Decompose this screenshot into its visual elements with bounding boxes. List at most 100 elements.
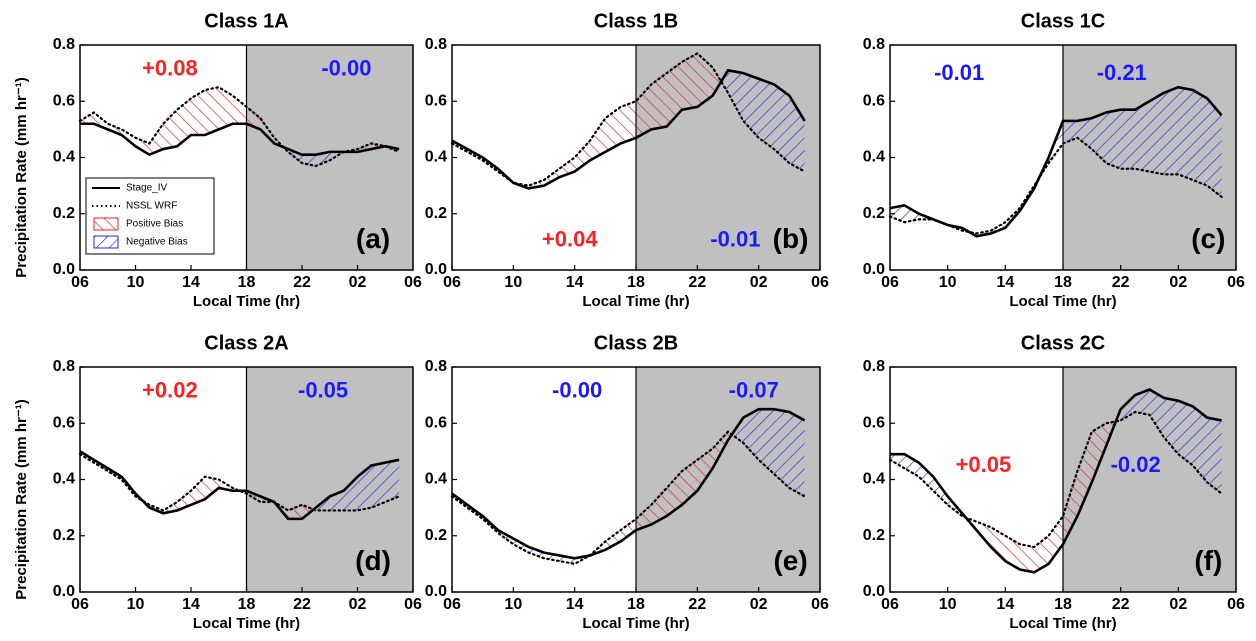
positive-bias: [191, 476, 205, 505]
negative-bias: [890, 454, 905, 469]
positive-bias: [712, 67, 722, 96]
y-tick-label: 0.6: [425, 92, 447, 109]
positive-bias: [1091, 423, 1107, 483]
negative-bias: [918, 462, 934, 491]
positive-bias: [636, 84, 652, 138]
y-tick-label: 0.6: [425, 414, 447, 431]
panel-title: Class 1C: [1021, 10, 1106, 32]
y-tick-label: 0.0: [425, 583, 447, 600]
positive-bias: [605, 106, 621, 152]
positive-bias: [1077, 431, 1092, 517]
negative-bias: [1178, 400, 1193, 466]
y-tick-label: 0.4: [53, 471, 75, 488]
negative-bias: [1077, 118, 1092, 150]
positive-bias: [1019, 544, 1035, 573]
annotation: -0.07: [729, 378, 779, 403]
x-tick-label: 06: [1227, 274, 1245, 291]
positive-bias: [666, 471, 682, 517]
negative-bias: [1178, 87, 1193, 180]
positive-bias: [1063, 471, 1078, 545]
positive-bias: [163, 109, 178, 150]
series-line: [78, 86, 401, 168]
annotation: (c): [1191, 223, 1225, 254]
x-tick-label: 06: [443, 596, 461, 613]
positive-bias: [204, 476, 219, 500]
x-tick-label: 06: [811, 274, 829, 291]
x-tick-label: 14: [996, 274, 1014, 291]
annotation: -0.21: [1097, 60, 1147, 85]
annotation: -0.00: [552, 378, 602, 403]
negative-bias: [1192, 406, 1208, 483]
positive-bias: [246, 106, 261, 130]
y-tick-label: 0.4: [425, 149, 447, 166]
negative-bias: [721, 70, 728, 93]
y-tick-label: 0.2: [425, 527, 447, 544]
x-tick-label: 18: [627, 596, 645, 613]
annotation: +0.08: [142, 56, 198, 81]
positive-bias: [976, 521, 991, 547]
negative-bias: [728, 70, 744, 121]
negative-bias: [1149, 389, 1164, 438]
panel-title: Class 2C: [1021, 332, 1106, 354]
x-tick-label: 14: [182, 596, 200, 613]
positive-bias: [574, 140, 590, 172]
annotation: (e): [773, 545, 807, 576]
negative-bias: [385, 459, 400, 502]
y-tick-label: 0.0: [863, 583, 885, 600]
y-axis-label: Precipitation Rate (mm hr⁻¹): [13, 399, 30, 599]
x-tick-label: 22: [293, 596, 311, 613]
panel-title: Class 2A: [204, 332, 289, 354]
x-tick-label: 02: [349, 596, 367, 613]
x-axis-label: Local Time (hr): [193, 615, 300, 632]
negative-bias: [1120, 109, 1136, 169]
x-tick-label: 22: [293, 274, 311, 291]
series-line: [450, 52, 806, 187]
x-tick-label: 14: [566, 596, 584, 613]
negative-bias: [528, 547, 544, 559]
negative-bias: [559, 555, 575, 564]
legend-swatch: [93, 217, 119, 231]
negative-bias: [1192, 90, 1208, 186]
y-tick-label: 0.2: [863, 205, 885, 222]
negative-bias: [904, 454, 919, 477]
series-line: [888, 410, 1223, 549]
series-line: [888, 136, 1223, 235]
y-tick-label: 0.2: [53, 205, 75, 222]
x-tick-label: 22: [688, 274, 706, 291]
series-line: [80, 122, 400, 157]
negative-bias: [1063, 120, 1078, 144]
x-tick-label: 10: [939, 596, 957, 613]
negative-bias: [544, 552, 560, 562]
y-tick-label: 0.4: [425, 471, 447, 488]
negative-bias: [1135, 389, 1150, 415]
y-axis-label: Precipitation Rate (mm hr⁻¹): [13, 77, 30, 277]
y-tick-label: 0.6: [863, 414, 885, 431]
negative-bias: [758, 409, 774, 474]
series-line: [79, 450, 400, 521]
positive-bias: [1005, 535, 1020, 570]
series-line: [450, 430, 806, 566]
x-tick-label: 06: [811, 596, 829, 613]
negative-bias: [789, 412, 805, 497]
positive-bias: [149, 123, 164, 155]
annotation: -0.01: [934, 60, 984, 85]
annotation: -0.02: [1111, 452, 1161, 477]
annotation: (f): [1194, 545, 1222, 576]
positive-bias: [218, 87, 233, 130]
negative-bias: [357, 465, 372, 511]
annotation: (a): [356, 223, 390, 254]
x-axis-label: Local Time (hr): [582, 293, 689, 310]
annotation: -0.00: [321, 56, 371, 81]
negative-bias: [1120, 395, 1136, 421]
negative-bias: [246, 490, 261, 502]
x-axis-label: Local Time (hr): [1009, 615, 1116, 632]
x-tick-label: 22: [688, 596, 706, 613]
annotation: +0.05: [956, 452, 1012, 477]
y-tick-label: 0.6: [53, 92, 75, 109]
negative-bias: [789, 95, 805, 172]
x-tick-label: 14: [996, 596, 1014, 613]
negative-bias: [1163, 87, 1179, 175]
y-tick-label: 0.8: [425, 36, 447, 53]
y-tick-label: 0.4: [53, 149, 75, 166]
y-tick-label: 0.8: [53, 36, 75, 53]
